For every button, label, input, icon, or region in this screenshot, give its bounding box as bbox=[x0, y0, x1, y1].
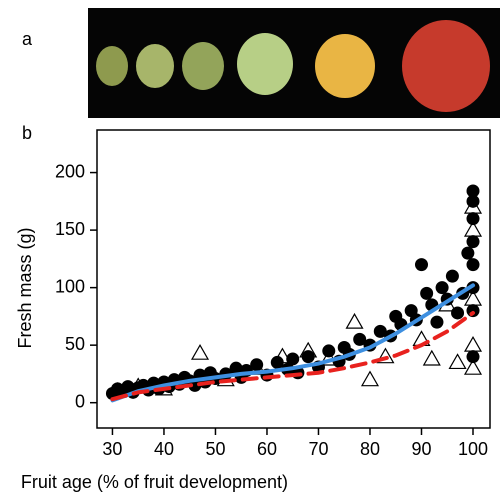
fruit bbox=[96, 46, 128, 86]
data-point bbox=[299, 341, 318, 358]
data-point bbox=[345, 312, 364, 329]
fit-curve bbox=[110, 310, 476, 402]
data-point bbox=[463, 358, 483, 375]
x-tick-label: 30 bbox=[102, 439, 122, 459]
data-point bbox=[273, 347, 292, 364]
data-point bbox=[466, 212, 480, 226]
data-point bbox=[463, 289, 483, 306]
fruit bbox=[182, 42, 224, 90]
data-point bbox=[190, 344, 210, 360]
x-tick-label: 80 bbox=[360, 439, 380, 459]
data-point bbox=[466, 350, 480, 364]
plot-box bbox=[96, 129, 491, 429]
data-point bbox=[422, 349, 441, 366]
data-point bbox=[376, 347, 395, 364]
data-point bbox=[360, 370, 380, 387]
data-point bbox=[414, 258, 428, 272]
data-point bbox=[466, 184, 480, 198]
data-point bbox=[466, 258, 480, 272]
data-point bbox=[463, 220, 483, 237]
data-point bbox=[373, 324, 387, 338]
data-point bbox=[463, 335, 483, 352]
x-tick-label: 100 bbox=[458, 439, 488, 459]
x-tick-label: 40 bbox=[154, 439, 174, 459]
y-tick-label: 0 bbox=[75, 391, 85, 411]
x-axis-title: Fruit age (% of fruit development) bbox=[21, 472, 288, 492]
data-point bbox=[445, 269, 459, 283]
y-tick-label: 100 bbox=[55, 276, 85, 296]
data-point bbox=[461, 246, 475, 260]
data-point bbox=[420, 286, 434, 300]
data-point bbox=[448, 353, 467, 370]
data-point bbox=[250, 358, 264, 372]
fruit bbox=[136, 44, 174, 88]
data-point bbox=[463, 197, 483, 214]
data-point bbox=[430, 315, 444, 329]
y-tick-label: 200 bbox=[55, 161, 85, 181]
y-tick-label: 50 bbox=[65, 334, 85, 354]
fruit bbox=[402, 20, 490, 112]
panel-label: b bbox=[22, 123, 32, 143]
y-axis-title: Fresh mass (g) bbox=[15, 227, 35, 348]
y-tick-label: 150 bbox=[55, 219, 85, 239]
fruit bbox=[237, 33, 293, 95]
data-point bbox=[216, 370, 235, 387]
x-tick-label: 90 bbox=[411, 439, 431, 459]
x-tick-label: 50 bbox=[205, 439, 225, 459]
fit-curve bbox=[110, 283, 476, 403]
data-point bbox=[466, 235, 480, 249]
panel-label: a bbox=[22, 29, 33, 49]
x-tick-label: 70 bbox=[308, 439, 328, 459]
x-tick-label: 60 bbox=[257, 439, 277, 459]
data-point bbox=[353, 332, 367, 346]
fruit bbox=[315, 34, 375, 98]
data-point bbox=[435, 281, 449, 295]
data-point bbox=[451, 306, 465, 320]
